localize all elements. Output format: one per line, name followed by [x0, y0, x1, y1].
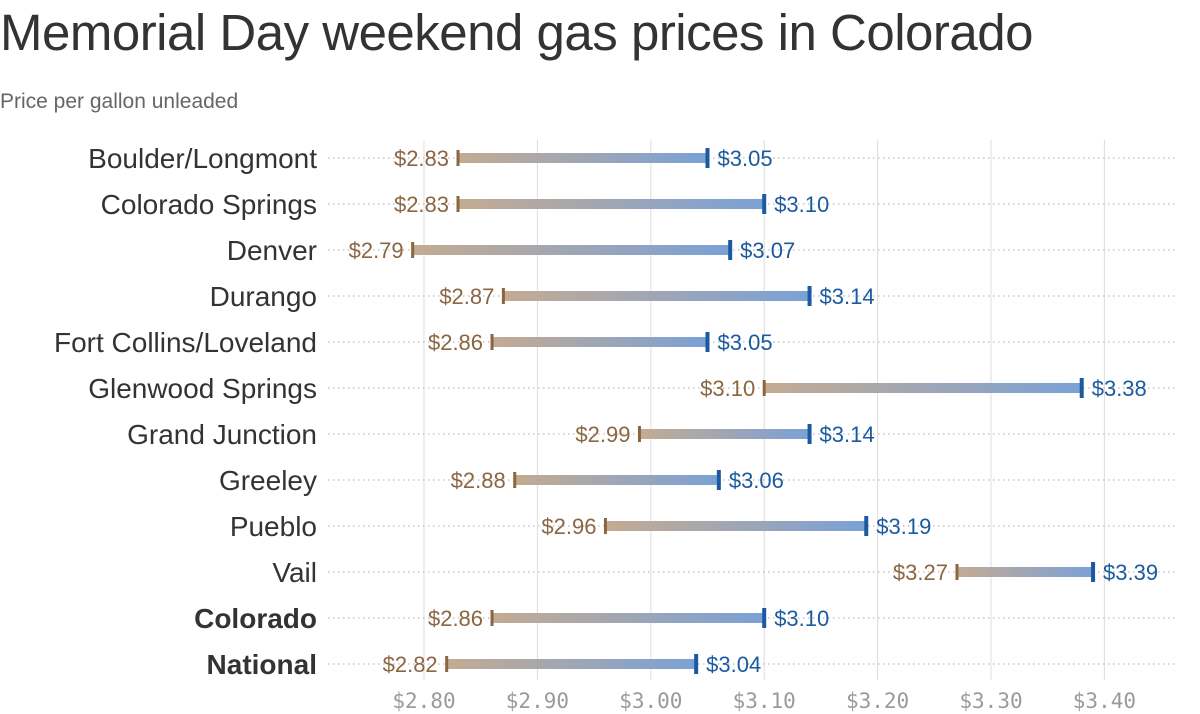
start-value-label: $3.10	[700, 376, 755, 401]
start-marker	[456, 150, 460, 166]
chart-row: National $2.82 $3.04	[207, 649, 1178, 680]
x-tick-label: $3.40	[1073, 689, 1136, 713]
price-change-bar	[412, 245, 731, 255]
category-label: Vail	[272, 557, 317, 588]
chart-row: Vail $3.27 $3.39	[272, 557, 1178, 588]
chart-row: Greeley $2.88 $3.06	[219, 465, 1178, 496]
start-marker	[762, 380, 766, 396]
end-marker	[716, 470, 721, 490]
end-marker	[705, 148, 710, 168]
start-value-label: $2.87	[439, 284, 494, 309]
x-tick-label: $3.10	[733, 689, 796, 713]
x-axis: $2.80 $2.90 $3.00 $3.10 $3.20 $3.30 $3.40	[392, 689, 1136, 713]
price-change-bar	[446, 659, 697, 669]
x-tick-label: $2.90	[506, 689, 569, 713]
price-change-bar	[514, 475, 719, 485]
end-marker	[728, 240, 733, 260]
start-value-label: $2.83	[394, 146, 449, 171]
start-marker	[637, 426, 641, 442]
end-marker	[864, 516, 869, 536]
start-marker	[411, 242, 415, 258]
price-change-bar	[492, 337, 708, 347]
category-label: Denver	[227, 235, 317, 266]
start-value-label: $2.86	[428, 606, 483, 631]
category-label: National	[207, 649, 317, 680]
start-value-label: $2.79	[349, 238, 404, 263]
x-tick-label: $3.20	[846, 689, 909, 713]
category-label: Durango	[210, 281, 317, 312]
start-marker	[456, 196, 460, 212]
end-value-label: $3.19	[876, 514, 931, 539]
start-value-label: $2.88	[451, 468, 506, 493]
start-value-label: $2.82	[383, 652, 438, 677]
price-change-bar	[605, 521, 867, 531]
category-label: Colorado Springs	[101, 189, 317, 220]
grid-lines	[423, 140, 1105, 680]
chart-row: Boulder/Longmont $2.83 $3.05	[88, 143, 1178, 174]
start-marker	[513, 472, 517, 488]
start-marker	[501, 288, 505, 304]
x-tick-label: $3.30	[959, 689, 1022, 713]
end-marker	[762, 608, 767, 628]
category-label: Boulder/Longmont	[88, 143, 317, 174]
end-value-label: $3.10	[774, 606, 829, 631]
end-value-label: $3.04	[706, 652, 761, 677]
chart-row: Durango $2.87 $3.14	[210, 281, 1178, 312]
end-value-label: $3.14	[820, 422, 875, 447]
end-value-label: $3.05	[718, 330, 773, 355]
chart-row: Colorado Springs $2.83 $3.10	[101, 189, 1178, 220]
price-change-bar	[458, 153, 708, 163]
start-value-label: $2.83	[394, 192, 449, 217]
category-label: Fort Collins/Loveland	[54, 327, 317, 358]
end-marker	[762, 194, 767, 214]
category-label: Glenwood Springs	[88, 373, 317, 404]
chart-subtitle: Price per gallon unleaded	[0, 90, 239, 113]
end-marker	[1079, 378, 1084, 398]
chart-row: Colorado $2.86 $3.10	[194, 603, 1178, 634]
category-label: Pueblo	[230, 511, 317, 542]
price-change-bar	[639, 429, 810, 439]
price-change-bar	[956, 567, 1094, 577]
end-value-label: $3.05	[718, 146, 773, 171]
end-marker	[1091, 562, 1096, 582]
start-marker	[490, 334, 494, 350]
end-marker	[694, 654, 699, 674]
chart-row: Grand Junction $2.99 $3.14	[127, 419, 1178, 450]
chart-row: Glenwood Springs $3.10 $3.38	[88, 373, 1178, 404]
end-marker	[705, 332, 710, 352]
x-tick-label: $3.00	[619, 689, 682, 713]
end-marker	[807, 424, 812, 444]
chart-title: Memorial Day weekend gas prices in Color…	[0, 4, 1034, 61]
end-marker	[807, 286, 812, 306]
chart-rows: Boulder/Longmont $2.83 $3.05 Colorado Sprin…	[54, 143, 1178, 680]
price-change-bar	[458, 199, 765, 209]
chart-row: Pueblo $2.96 $3.19	[230, 511, 1178, 542]
category-label: Grand Junction	[127, 419, 317, 450]
end-value-label: $3.38	[1092, 376, 1147, 401]
start-marker	[603, 518, 607, 534]
start-value-label: $3.27	[893, 560, 948, 585]
chart-row: Fort Collins/Loveland $2.86 $3.05	[54, 327, 1178, 358]
end-value-label: $3.39	[1103, 560, 1158, 585]
start-value-label: $2.86	[428, 330, 483, 355]
price-change-bar	[492, 613, 765, 623]
start-marker	[490, 610, 494, 626]
start-marker	[955, 564, 959, 580]
end-value-label: $3.07	[740, 238, 795, 263]
chart-row: Denver $2.79 $3.07	[227, 235, 1178, 266]
end-value-label: $3.14	[820, 284, 875, 309]
x-tick-label: $2.80	[392, 689, 455, 713]
price-change-bar	[764, 383, 1082, 393]
end-value-label: $3.06	[729, 468, 784, 493]
start-value-label: $2.96	[541, 514, 596, 539]
category-label: Colorado	[194, 603, 317, 634]
start-marker	[445, 656, 449, 672]
price-change-bar	[503, 291, 810, 301]
end-value-label: $3.10	[774, 192, 829, 217]
start-value-label: $2.99	[575, 422, 630, 447]
category-label: Greeley	[219, 465, 317, 496]
